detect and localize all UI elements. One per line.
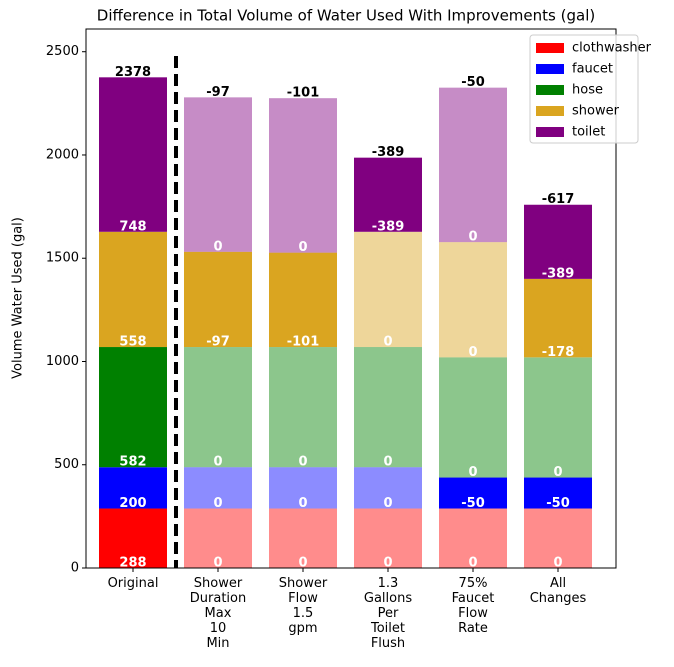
segment-label: 0 <box>553 465 562 480</box>
bar-segment <box>184 467 252 509</box>
segment-label: -50 <box>546 496 570 511</box>
segment-label: 0 <box>383 496 392 511</box>
legend-swatch <box>536 106 564 116</box>
bar-segment <box>439 87 507 243</box>
segment-label: -50 <box>461 496 485 511</box>
bar-segment <box>524 204 592 279</box>
legend-swatch <box>536 64 564 74</box>
bar-segment <box>184 347 252 468</box>
segment-label: 0 <box>213 239 222 254</box>
segment-label: 0 <box>298 455 307 470</box>
bar-segment <box>269 347 337 468</box>
segment-label: 0 <box>383 556 392 571</box>
top-label: -389 <box>372 145 405 160</box>
top-label: -617 <box>542 192 575 207</box>
segment-label: 582 <box>119 455 146 470</box>
bar-segment <box>184 251 252 348</box>
bar-segment <box>354 157 422 232</box>
bar-segment <box>524 357 592 478</box>
y-tick-label: 0 <box>71 561 79 576</box>
bar-segment <box>184 97 252 252</box>
legend-label: hose <box>572 83 603 98</box>
bar-segment <box>354 347 422 468</box>
y-tick-label: 500 <box>54 457 79 472</box>
y-tick-label: 1000 <box>46 354 79 369</box>
legend-label: faucet <box>572 62 613 77</box>
segment-label: 748 <box>119 219 146 234</box>
segment-label: -97 <box>206 335 230 350</box>
bar-segment <box>269 98 337 253</box>
bar-segment <box>99 77 167 232</box>
top-label: 2378 <box>115 65 151 80</box>
y-axis-label: Volume Water Used (gal) <box>11 217 26 379</box>
bar-segment <box>524 477 592 509</box>
segment-label: 0 <box>298 240 307 255</box>
segment-label: -389 <box>542 266 575 281</box>
bar-segment <box>439 477 507 509</box>
segment-label: 0 <box>383 455 392 470</box>
y-tick-label: 2500 <box>46 44 79 59</box>
x-tick-label: All Changes <box>529 576 587 606</box>
bar-segment <box>439 242 507 358</box>
top-label: -97 <box>206 85 230 100</box>
top-label: -50 <box>461 75 485 90</box>
x-tick-label: Original <box>107 576 159 591</box>
bar-segment <box>439 357 507 478</box>
segment-label: 558 <box>119 335 146 350</box>
bar-segment <box>354 508 422 568</box>
legend-label: clothwasher <box>572 41 652 56</box>
plot-frame <box>85 28 617 569</box>
segment-label: -101 <box>287 335 320 350</box>
segment-label: 0 <box>553 556 562 571</box>
bar-segment <box>524 508 592 568</box>
x-tick-label: 1.3 Gallons Per Toilet Flush <box>363 576 413 651</box>
segment-label: 0 <box>298 496 307 511</box>
segment-label: 0 <box>213 556 222 571</box>
segment-label: -178 <box>542 345 575 360</box>
segment-label: -389 <box>372 219 405 234</box>
segment-label: 0 <box>468 345 477 360</box>
bar-segment <box>99 508 167 568</box>
bar-segment <box>99 231 167 348</box>
segment-label: 0 <box>468 465 477 480</box>
x-tick-label: Shower Flow 1.5 gpm <box>278 576 328 636</box>
bar-segment <box>99 467 167 509</box>
x-tick-label: Shower Duration Max 10 Min <box>189 576 247 651</box>
bar-segment <box>354 231 422 348</box>
segment-label: 0 <box>213 455 222 470</box>
bar-segment <box>184 508 252 568</box>
segment-label: 200 <box>119 496 146 511</box>
y-tick-label: 1500 <box>46 251 79 266</box>
y-tick-label: 2000 <box>46 147 79 162</box>
bar-segment <box>439 508 507 568</box>
bar-segment <box>269 467 337 509</box>
bar-segment <box>99 347 167 468</box>
x-tick-label: 75% Faucet Flow Rate <box>451 576 495 636</box>
bar-segment <box>269 252 337 348</box>
legend-swatch <box>536 127 564 137</box>
segment-label: 0 <box>213 496 222 511</box>
legend-label: shower <box>572 104 620 119</box>
segment-label: 0 <box>298 556 307 571</box>
legend-swatch <box>536 43 564 53</box>
bar-segment <box>269 508 337 568</box>
legend-label: toilet <box>572 125 605 140</box>
segment-label: 288 <box>119 556 146 571</box>
segment-label: 0 <box>468 230 477 245</box>
segment-label: 0 <box>383 335 392 350</box>
chart-title: Difference in Total Volume of Water Used… <box>97 7 595 25</box>
bar-segment <box>354 467 422 509</box>
segment-label: 0 <box>468 556 477 571</box>
top-label: -101 <box>287 86 320 101</box>
bar-segment <box>524 278 592 358</box>
legend-swatch <box>536 85 564 95</box>
